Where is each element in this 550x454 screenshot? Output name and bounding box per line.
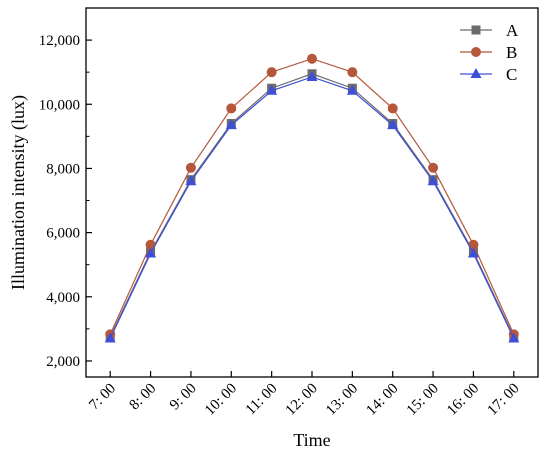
x-tick-label: 16: 00 — [444, 381, 482, 419]
data-point-b — [145, 239, 156, 250]
data-point-b — [347, 67, 358, 78]
series-layer — [104, 53, 520, 343]
legend-item-c: C — [460, 65, 517, 84]
series-b — [105, 53, 519, 340]
data-point-c — [266, 84, 278, 95]
series-a — [105, 69, 519, 342]
legend: ABC — [460, 21, 519, 84]
data-point-b — [387, 103, 398, 114]
data-point-c — [346, 84, 358, 95]
x-tick-label: 8: 00 — [127, 381, 160, 414]
legend-label: A — [506, 21, 519, 40]
data-point-c — [104, 332, 116, 343]
data-point-c — [508, 332, 520, 343]
data-point-c — [145, 247, 157, 258]
legend-label: C — [506, 65, 517, 84]
x-tick-label: 13: 00 — [323, 381, 361, 419]
data-point-c — [467, 247, 479, 258]
y-tick-label: 8,000 — [46, 161, 80, 177]
y-axis: 2,000 4,000 6,000 8,000 10,000 12,000 — [39, 7, 92, 370]
data-point-c — [225, 119, 237, 130]
data-point-b — [428, 162, 439, 173]
data-point-b — [307, 53, 317, 64]
y-tick-label: 4,000 — [46, 290, 80, 306]
x-axis: 7: 00 8: 00 9: 00 10: 00 11: 00 12: 00 13: 00 1… — [86, 371, 523, 419]
series-c — [104, 70, 520, 343]
x-tick-label: 17: 00 — [484, 381, 522, 419]
x-tick-label: 14: 00 — [363, 381, 401, 419]
data-point-b — [266, 67, 277, 78]
data-point-b — [185, 162, 196, 173]
data-point-c — [387, 119, 399, 130]
x-tick-label: 11: 00 — [243, 381, 281, 419]
legend-item-b: B — [460, 43, 517, 62]
legend-marker — [470, 68, 482, 78]
legend-item-a: A — [460, 21, 519, 40]
y-axis-title: Illumination intensity (lux) — [8, 95, 29, 290]
series-line-c — [109, 76, 515, 339]
y-tick-label: 6,000 — [46, 226, 80, 242]
data-point-b — [226, 103, 237, 114]
data-point-b — [468, 239, 479, 250]
y-tick-label: 2,000 — [46, 354, 80, 370]
x-tick-label: 15: 00 — [404, 381, 442, 419]
legend-label: B — [506, 43, 517, 62]
x-tick-label: 7: 00 — [86, 381, 119, 414]
y-tick-label: 10,000 — [39, 97, 80, 113]
x-tick-label: 10: 00 — [202, 381, 240, 419]
x-tick-label: 12: 00 — [283, 381, 321, 419]
legend-marker — [471, 47, 481, 57]
legend-marker — [471, 25, 481, 35]
data-point-c — [306, 70, 318, 81]
data-point-c — [185, 175, 197, 186]
x-tick-label: 9: 00 — [167, 381, 200, 414]
y-tick-label: 12,000 — [39, 33, 80, 49]
x-axis-title: Time — [293, 430, 330, 450]
series-line-b — [109, 58, 515, 335]
data-point-c — [427, 175, 439, 186]
